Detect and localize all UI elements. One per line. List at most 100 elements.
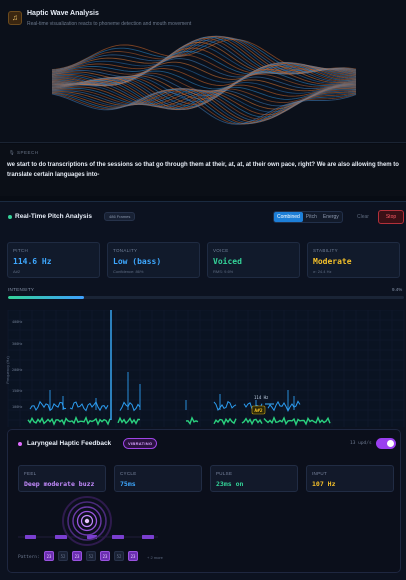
feel-box: FEEL Deep moderate buzz: [18, 465, 106, 492]
stop-button[interactable]: Stop: [378, 210, 404, 224]
mode-pitch-button[interactable]: Pitch: [305, 214, 317, 220]
voice-segment: [117, 416, 141, 425]
current-pitch-label: 114 Hz: [254, 395, 269, 400]
wave-line: [51, 62, 357, 90]
voice-stat: VOICE Voiced RMS: 9.6%: [207, 242, 300, 278]
pitch-segment: [29, 400, 67, 412]
haptic-toggle[interactable]: [376, 438, 396, 449]
pulse-block: [55, 535, 67, 539]
voice-segment: [185, 416, 199, 426]
pitch-segment: [69, 400, 109, 412]
input-label: INPUT: [312, 471, 327, 476]
tonality-stat-label: TONALITY: [113, 248, 138, 253]
wave-line: [51, 91, 357, 125]
mode-energy-button[interactable]: Energy: [322, 214, 339, 220]
haptic-wave-card: ♫ Haptic Wave Analysis Real-time visuali…: [0, 0, 406, 143]
pitch-segment: [213, 400, 237, 411]
wave-line: [51, 39, 357, 78]
pitch-stat-value: 114.6 Hz: [13, 257, 52, 266]
tonality-stat-confidence: Confidence: 86%: [113, 269, 144, 274]
input-value: 107 Hz: [312, 480, 336, 488]
current-note-badge: [251, 405, 266, 415]
pitch-panel-title: Real-Time Pitch Analysis: [15, 213, 92, 220]
pitch-plot: 400Hz 300Hz 200Hz 150Hz 100Hz Frequency (Hz)…: [5, 310, 405, 427]
vibration-rings-icon: [62, 496, 112, 546]
current-note-label: A#2: [254, 408, 262, 414]
haptic-status-dot: [18, 442, 22, 446]
voice-segment: [263, 415, 331, 427]
plot-grid: [7, 310, 405, 427]
cycle-value: 75ms: [120, 480, 136, 488]
mic-icon: 🎙: [9, 150, 16, 155]
pattern-chip: 23: [72, 551, 82, 561]
vibration-visualizer: [18, 496, 158, 546]
current-pitch-marker: 114 Hz A#2: [251, 395, 269, 415]
plot-background: [8, 310, 404, 427]
pitch-stat-label: PITCH: [13, 248, 28, 253]
pattern-chip: 52: [58, 551, 68, 561]
speech-label: 🎙 SPEECH: [9, 150, 39, 156]
input-box: INPUT 107 Hz: [306, 465, 394, 492]
pitch-segment: [267, 400, 301, 413]
plot-y-ticks: 400Hz 300Hz 200Hz 150Hz 100Hz: [12, 320, 23, 409]
stability-stat: STABILITY Moderate σ: 24.4 Hz: [307, 242, 400, 278]
haptic-title: Laryngeal Haptic Feedback: [27, 440, 112, 447]
pulse-block: [112, 535, 124, 539]
feel-value: Deep moderate buzz: [24, 480, 95, 488]
speech-card: 🎙 SPEECH we start to do transcriptions o…: [0, 144, 406, 196]
speech-label-text: SPEECH: [16, 150, 39, 155]
stability-stat-value: Moderate: [313, 257, 352, 266]
tonality-stat-value: Low (bass): [113, 257, 162, 266]
pattern-chip: 23: [44, 551, 54, 561]
stability-stat-label: STABILITY: [313, 248, 338, 253]
wave-line: [51, 66, 357, 103]
pulse-block: [25, 535, 36, 539]
y-tick-label: 400Hz: [12, 320, 23, 324]
speech-transcript: we start to do transcriptions of the ses…: [7, 162, 399, 178]
pattern-chip: 52: [114, 551, 124, 561]
live-indicator: [8, 215, 12, 219]
pitch-segment: [119, 401, 141, 412]
feel-label: FEEL: [24, 471, 37, 476]
voice-segment: [213, 417, 237, 426]
y-axis-label: Frequency (Hz): [5, 356, 10, 384]
wave-line: [51, 78, 357, 110]
pulse-box: PULSE 23ms on: [210, 465, 298, 492]
mode-switch: Combined Pitch Energy: [273, 211, 343, 223]
wave-line: [51, 78, 357, 111]
wave-line: [51, 88, 357, 125]
pitch-stat: PITCH 114.6 Hz A#2: [7, 242, 100, 278]
intensity-bar: [8, 296, 404, 299]
pattern-chip: 23: [100, 551, 110, 561]
stability-stat-sigma: σ: 24.4 Hz: [313, 269, 332, 274]
cycle-box: CYCLE 75ms: [114, 465, 202, 492]
wave-line: [51, 36, 357, 75]
cycle-label: CYCLE: [120, 471, 137, 476]
pattern-chip: 52: [86, 551, 96, 561]
laryngeal-haptic-card: Laryngeal Haptic Feedback VIBRATING 13 u…: [7, 429, 401, 573]
frames-badge: 486 Frames: [104, 212, 136, 221]
pattern-more: + 2 more: [147, 555, 163, 560]
pitch-analysis-panel: Real-Time Pitch Analysis 486 Frames Comb…: [0, 201, 406, 580]
voice-stat-value: Voiced: [213, 257, 242, 266]
y-tick-label: 150Hz: [12, 389, 23, 393]
y-tick-label: 200Hz: [12, 368, 23, 372]
intensity-bar-fill: [8, 296, 85, 299]
update-rate: 13 upd/s: [350, 441, 372, 446]
wave-line: [51, 82, 357, 108]
pulse-label: PULSE: [216, 471, 233, 476]
wave-line: [51, 90, 357, 125]
vibrating-badge: VIBRATING: [123, 438, 158, 449]
pulse-blocks: [25, 535, 154, 539]
haptic-wave-visualization: [51, 35, 357, 125]
mode-combined-button[interactable]: Combined: [274, 212, 303, 222]
voice-stat-rms: RMS: 9.6%: [213, 269, 234, 274]
voice-activity-series: [27, 415, 331, 427]
pattern-chip: 23: [128, 551, 138, 561]
pulse-value: 23ms on: [216, 480, 244, 488]
y-tick-label: 100Hz: [12, 405, 23, 409]
intensity-value: 9.4%: [392, 287, 403, 292]
voice-segment: [241, 417, 263, 426]
intensity-label: INTENSITY: [8, 287, 35, 292]
clear-button[interactable]: Clear: [357, 214, 369, 220]
